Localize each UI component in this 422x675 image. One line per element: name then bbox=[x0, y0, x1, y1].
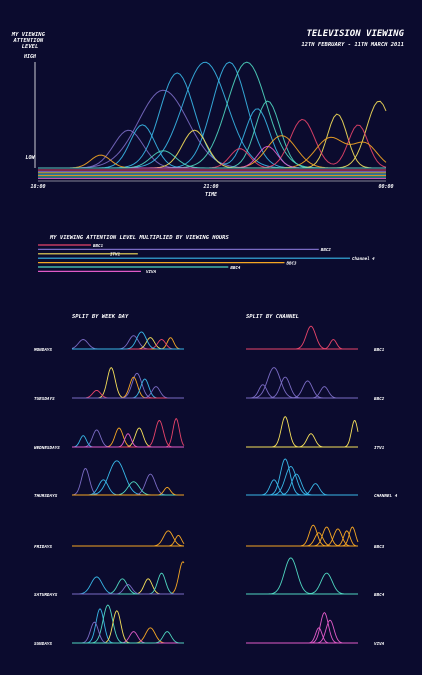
x-tick-label-21: 21:00 bbox=[202, 184, 218, 190]
y-axis-label-line-1: MY VIEWING bbox=[11, 32, 46, 38]
bars-group: BBC1 BBC2 ITV1 Channel 4 BBC3 BBC4 VIVA bbox=[38, 243, 375, 274]
x-axis-label: TIME bbox=[205, 192, 218, 198]
panel-label: FRIDAYS bbox=[34, 544, 53, 550]
panel-viva: VIVA bbox=[246, 611, 385, 647]
panel-line-bbc3-1 bbox=[72, 534, 185, 547]
panel-tuesdays: TUESDAYS bbox=[34, 366, 184, 402]
bar-label-viva: VIVA bbox=[146, 269, 157, 274]
panel-label: BBC4 bbox=[373, 592, 385, 598]
panel-bbc4: BBC4 bbox=[246, 557, 385, 598]
panel-bbc1: BBC1 bbox=[246, 325, 385, 353]
y-axis-label: MY VIEWING ATTENTION LEVEL bbox=[11, 32, 48, 50]
chart-subtitle: 12TH FEBRUARY - 11TH MARCH 2011 bbox=[301, 42, 404, 48]
panel-thursdays: THURSDAYS bbox=[34, 460, 184, 499]
panel-label: SUNDAYS bbox=[34, 641, 53, 647]
panel-line-bbc2-4 bbox=[246, 386, 358, 399]
panel-fridays: FRIDAYS bbox=[34, 530, 185, 550]
y-axis-label-line-3: LEVEL bbox=[22, 44, 39, 50]
panel-label: CHANNEL 4 bbox=[374, 493, 398, 499]
panel-label: BBC1 bbox=[373, 347, 385, 353]
panel-label: TUESDAYS bbox=[34, 396, 55, 402]
bar-label-bbc3: BBC3 bbox=[285, 260, 297, 265]
panel-saturdays: SATURDAYS bbox=[34, 561, 185, 598]
y-low-label: LOW bbox=[25, 155, 35, 161]
panel-label: WEDNESDAYS bbox=[34, 445, 60, 451]
bar-label-itv1: ITV1 bbox=[110, 252, 121, 257]
x-tick-label-00: 00:00 bbox=[378, 184, 393, 190]
panel-bbc2: BBC2 bbox=[246, 367, 385, 402]
panel-wednesdays: WEDNESDAYS bbox=[34, 418, 185, 451]
panel-line-viva-6 bbox=[72, 433, 184, 448]
panel-label: ITV1 bbox=[374, 445, 385, 451]
channel-panels-group: BBC1 BBC2 ITV1 CHANNEL 4 BBC3 BBC4 VIVA bbox=[246, 325, 398, 647]
weekday-split-title: SPLIT BY WEEK DAY bbox=[72, 314, 129, 320]
main-series-group bbox=[38, 61, 387, 179]
bar-label-bbc1: BBC1 bbox=[92, 243, 104, 248]
panel-bbc3: BBC3 bbox=[246, 524, 385, 550]
bar-label-channel-4: Channel 4 bbox=[352, 256, 375, 261]
bar-label-bbc4: BBC4 bbox=[229, 265, 241, 270]
panel-label: BBC2 bbox=[373, 396, 385, 402]
panel-itv1: ITV1 bbox=[246, 415, 385, 451]
weekday-panels-group: MONDAYS TUESDAYS WEDNESDAYS THURSDAYS FRIDAY… bbox=[33, 331, 185, 647]
panel-label: BBC3 bbox=[373, 544, 385, 550]
panel-line-bbc4-0 bbox=[246, 557, 358, 595]
y-high-label: HIGH bbox=[23, 54, 37, 60]
chart-title: TELEVISION VIEWING bbox=[306, 29, 404, 39]
panel-label: SATURDAYS bbox=[34, 592, 58, 598]
panel-line-bbc2-5 bbox=[72, 584, 184, 595]
panel-line-bbc1-1 bbox=[246, 339, 358, 350]
panel-label: THURSDAYS bbox=[34, 493, 58, 499]
panel-line-channel-4-5 bbox=[72, 331, 184, 350]
panel-line-channel-4-4 bbox=[246, 483, 358, 496]
panel-label: MONDAYS bbox=[33, 347, 53, 353]
panel-channel-4: CHANNEL 4 bbox=[246, 458, 398, 499]
panel-line-viva-2 bbox=[246, 627, 358, 644]
y-axis-label-line-2: ATTENTION bbox=[12, 38, 43, 44]
panel-line-bbc2-5 bbox=[72, 386, 184, 399]
panel-mondays: MONDAYS bbox=[33, 331, 184, 353]
bar-label-bbc2: BBC2 bbox=[320, 247, 332, 252]
panel-line-bbc3-5 bbox=[72, 486, 184, 496]
channel-split-title: SPLIT BY CHANNEL bbox=[246, 314, 299, 320]
x-tick-label-18: 18:00 bbox=[30, 184, 45, 190]
panel-line-bbc4-6 bbox=[72, 631, 184, 644]
bars-title: MY VIEWING ATTENTION LEVEL MULTIPLIED BY… bbox=[49, 235, 229, 241]
panel-label: VIVA bbox=[374, 641, 385, 647]
panel-sundays: SUNDAYS bbox=[34, 604, 184, 647]
panel-line-bbc3-4 bbox=[246, 532, 358, 547]
panel-line-itv1-2 bbox=[246, 420, 359, 448]
series-line-bbc4-16 bbox=[38, 150, 386, 169]
